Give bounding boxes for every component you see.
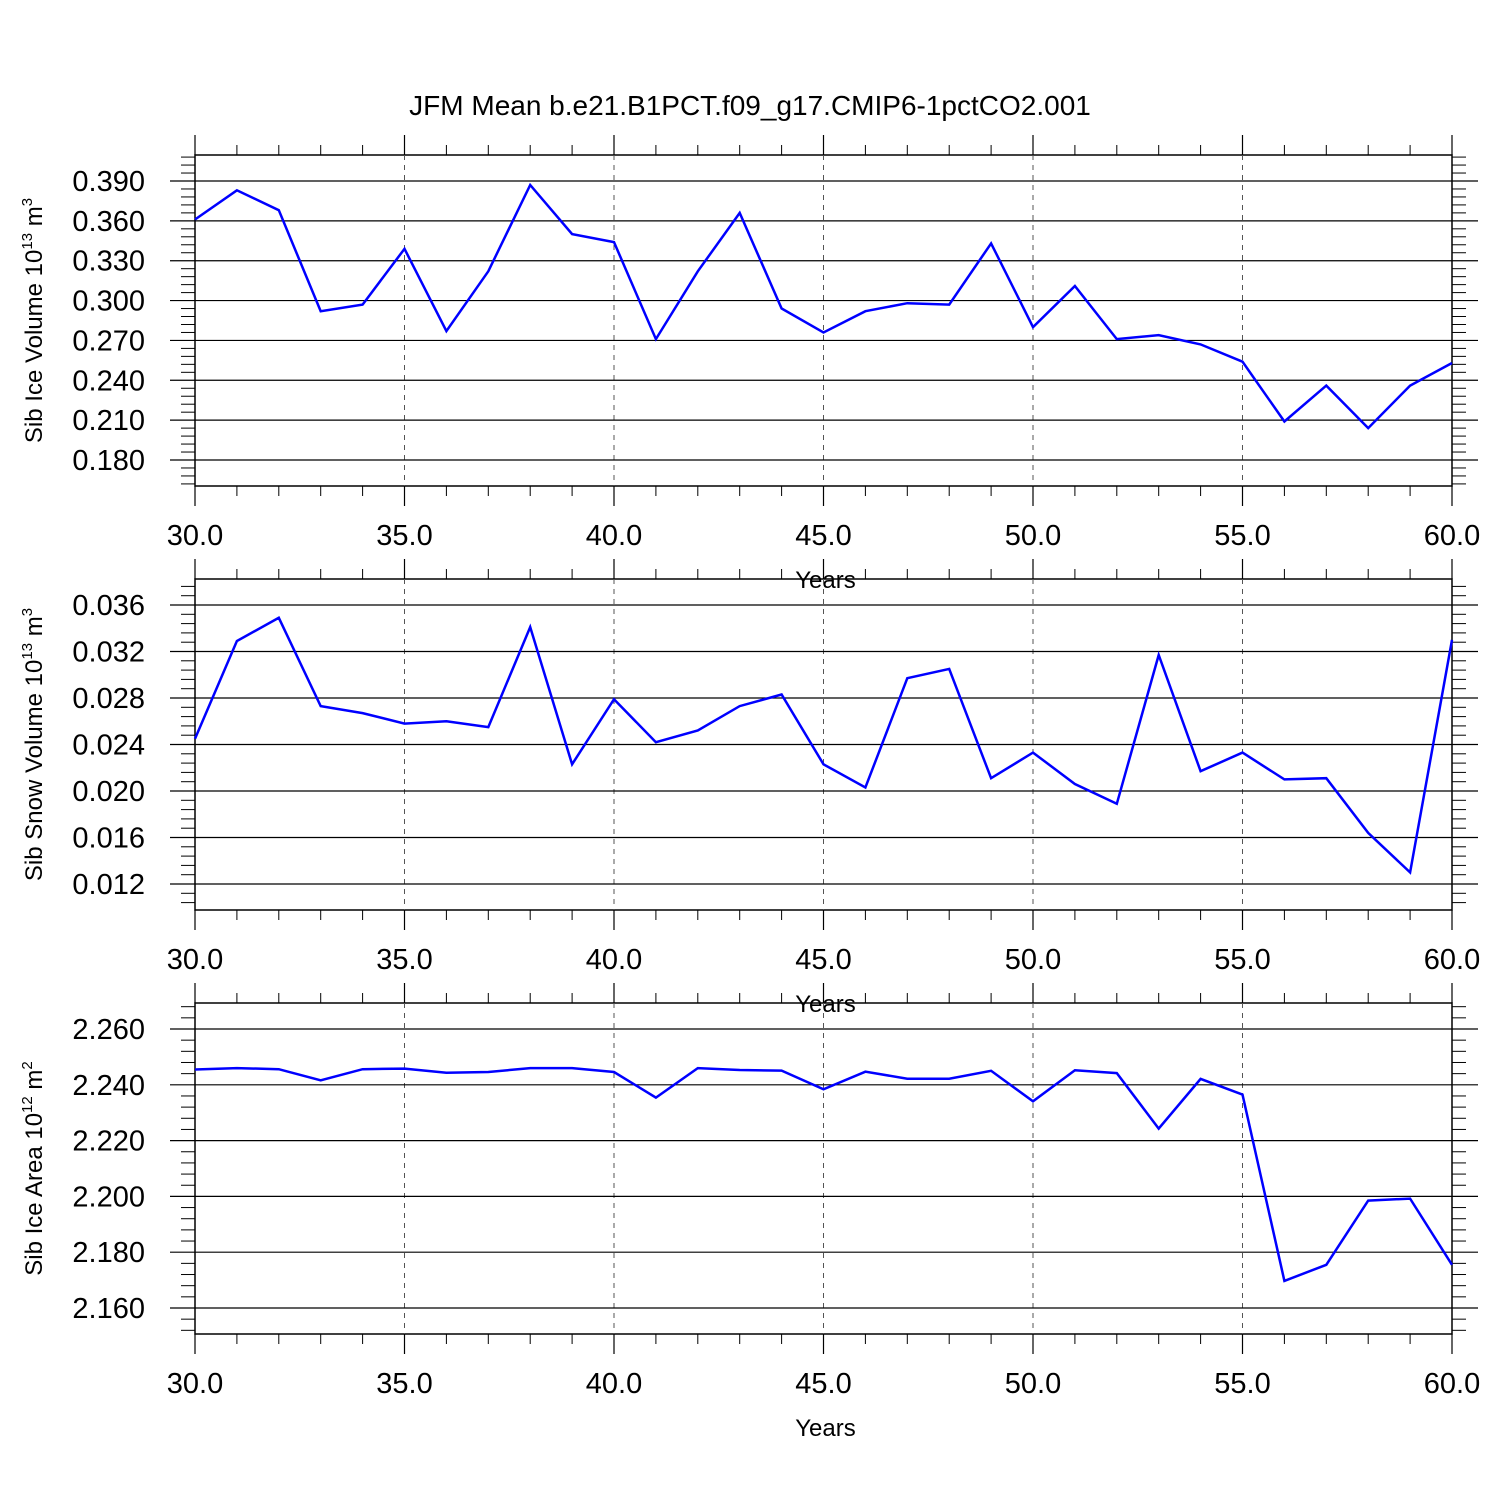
y-tick-label: 0.390 — [72, 166, 145, 198]
y-tick-label: 0.180 — [72, 445, 145, 477]
x-tick-label: 50.0 — [1005, 1368, 1061, 1400]
y-tick-label: 0.032 — [72, 637, 145, 669]
x-tick-label: 30.0 — [167, 520, 223, 552]
y-tick-label: 0.330 — [72, 246, 145, 278]
y-tick-label: 0.210 — [72, 405, 145, 437]
y-tick-label: 2.200 — [72, 1181, 145, 1213]
ice-volume-panel: 0.180 0.210 0.240 0.270 0.300 0.330 0.360 0.390… — [19, 135, 1480, 594]
snow-volume-panel: 0.012 0.016 0.020 0.024 0.028 0.032 0.036 30.0 3… — [19, 559, 1480, 1018]
y-axis-label-unit-exponent: 3 — [19, 198, 36, 206]
x-tick-label: 35.0 — [376, 520, 432, 552]
y-axis-label: Sib Snow Volume 1013 m3 — [19, 608, 48, 881]
series-line — [194, 182, 1453, 430]
y-tick-label: 2.160 — [72, 1293, 145, 1325]
x-tick-label: 40.0 — [586, 1368, 642, 1400]
x-tick-label: 60.0 — [1424, 1368, 1480, 1400]
y-tick-label: 0.028 — [72, 683, 145, 715]
x-tick-label: 30.0 — [167, 944, 223, 976]
y-tick-label: 0.240 — [72, 365, 145, 397]
x-tick-label: 45.0 — [795, 1368, 851, 1400]
x-tick-label: 35.0 — [376, 944, 432, 976]
y-tick-label: 0.016 — [72, 823, 145, 855]
x-tick-label: 55.0 — [1214, 520, 1270, 552]
ice-area-panel: 2.160 2.180 2.200 2.220 2.240 2.260 30.0 35.0 40… — [19, 983, 1480, 1442]
x-tick-label: 60.0 — [1424, 944, 1480, 976]
y-axis-label-text: Sib Ice Area 10 — [21, 1113, 48, 1276]
y-tick-label: 0.360 — [72, 206, 145, 238]
y-tick-label: 0.012 — [72, 869, 145, 901]
y-tick-label: 2.260 — [72, 1014, 145, 1046]
y-tick-label: 0.024 — [72, 730, 145, 762]
x-axis-label: Years — [795, 1415, 856, 1442]
x-tick-label: 35.0 — [376, 1368, 432, 1400]
series-line — [193, 616, 1454, 875]
y-axis-label-text: Sib Ice Volume 10 — [21, 250, 48, 443]
y-axis-label-text: Sib Snow Volume 10 — [21, 660, 48, 881]
y-axis-label-unit-exponent: 2 — [19, 1061, 36, 1069]
y-tick-label: 0.020 — [72, 776, 145, 808]
x-tick-label: 60.0 — [1424, 520, 1480, 552]
y-axis-label: Sib Ice Area 1012 m2 — [19, 1061, 48, 1275]
x-tick-label: 45.0 — [795, 944, 851, 976]
y-axis-label-unit: m — [21, 616, 48, 643]
y-tick-label: 0.300 — [72, 286, 145, 318]
y-axis-label-exponent: 13 — [19, 643, 36, 660]
x-axis-label: Years — [795, 567, 856, 594]
series-line — [194, 1066, 1454, 1283]
x-tick-label: 50.0 — [1005, 520, 1061, 552]
x-tick-label: 40.0 — [586, 944, 642, 976]
y-axis-label-unit: m — [21, 1070, 48, 1097]
y-tick-label: 0.036 — [72, 590, 145, 622]
x-tick-label: 55.0 — [1214, 944, 1270, 976]
x-tick-label: 40.0 — [586, 520, 642, 552]
y-axis-label: Sib Ice Volume 1013 m3 — [19, 198, 48, 443]
x-tick-label: 30.0 — [167, 1368, 223, 1400]
y-axis-label-exponent: 12 — [19, 1096, 36, 1113]
y-axis-label-unit-exponent: 3 — [19, 608, 36, 616]
y-axis-label-unit: m — [21, 206, 48, 233]
y-tick-label: 2.240 — [72, 1070, 145, 1102]
y-tick-label: 2.220 — [72, 1126, 145, 1158]
y-axis-label-exponent: 13 — [19, 233, 36, 250]
x-tick-label: 55.0 — [1214, 1368, 1270, 1400]
x-tick-label: 50.0 — [1005, 944, 1061, 976]
y-tick-label: 0.270 — [72, 325, 145, 357]
y-tick-label: 2.180 — [72, 1237, 145, 1269]
x-tick-label: 45.0 — [795, 520, 851, 552]
chart-title: JFM Mean b.e21.B1PCT.f09_g17.CMIP6-1pctC… — [409, 90, 1091, 121]
x-axis-label: Years — [795, 991, 856, 1018]
